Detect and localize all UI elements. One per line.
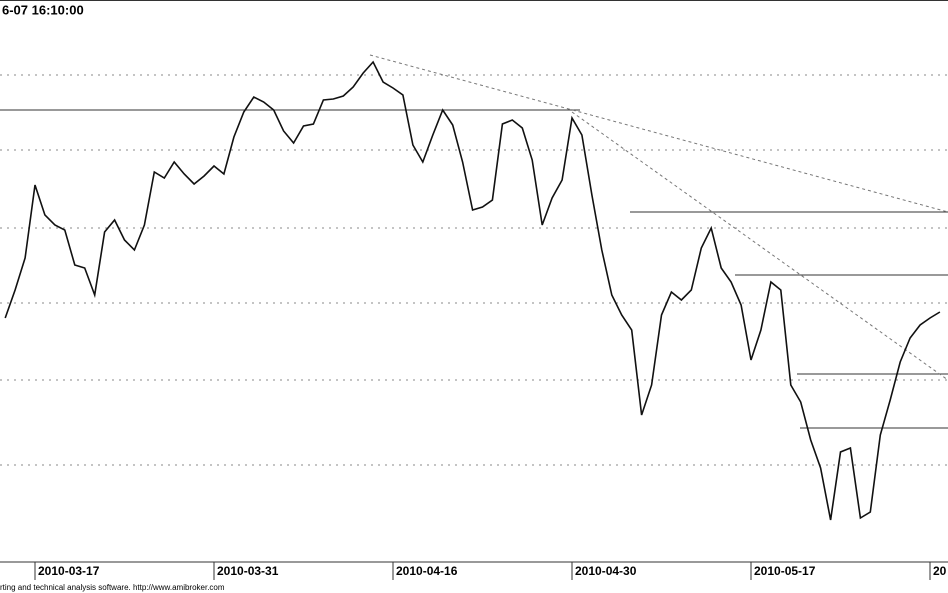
chart-title: 6-07 16:10:00 <box>2 2 84 17</box>
price-line <box>4 60 941 521</box>
x-tick-label: 2010-05-17 <box>754 564 816 578</box>
footer: rting and technical analysis software. h… <box>0 583 225 592</box>
x-tick-label: 20 <box>933 564 947 578</box>
drawings <box>0 54 948 429</box>
x-tick-label: 2010-03-31 <box>217 564 279 578</box>
grid <box>0 74 948 466</box>
x-tick-label: 2010-03-17 <box>38 564 100 578</box>
x-tick-label: 2010-04-16 <box>396 564 458 578</box>
x-tick-label: 2010-04-30 <box>575 564 637 578</box>
trend-line <box>369 54 948 213</box>
trend-line <box>571 111 948 381</box>
